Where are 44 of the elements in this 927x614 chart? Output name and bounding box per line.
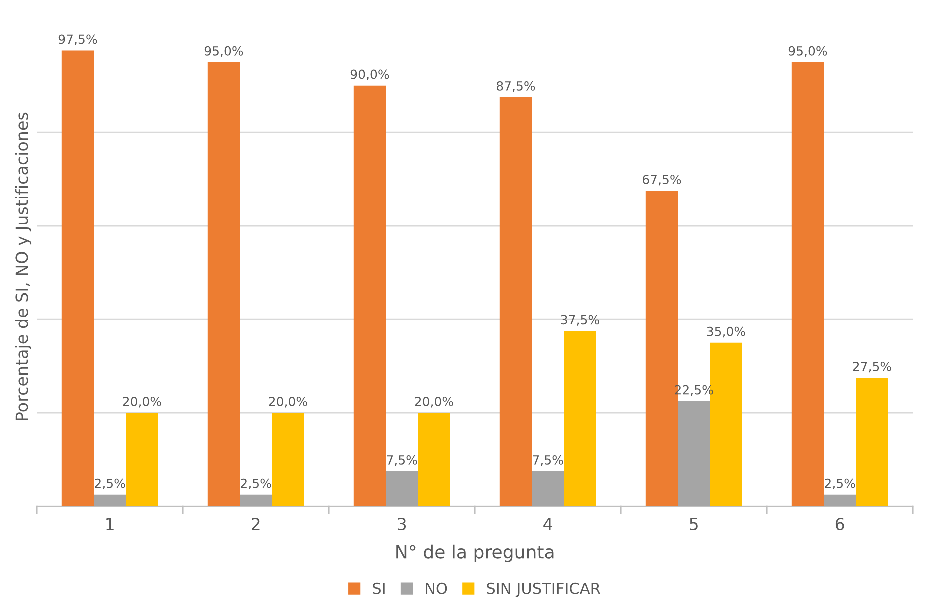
data-label: 97,5%	[58, 34, 98, 46]
bar	[208, 62, 240, 507]
bar	[500, 98, 532, 507]
x-tick-label: 3	[398, 518, 406, 531]
bar	[856, 378, 888, 507]
x-tick-label: 5	[690, 518, 698, 531]
x-tick-label: 6	[836, 518, 844, 531]
bar	[824, 494, 856, 507]
bar	[272, 413, 304, 507]
data-label: 95,0%	[788, 46, 828, 58]
bar	[94, 494, 126, 507]
x-tick-label: 1	[106, 518, 114, 530]
data-label: 35,0%	[707, 326, 746, 338]
data-label: 2,5%	[825, 478, 856, 490]
data-label: 20,0%	[415, 397, 454, 408]
data-label: 90,0%	[350, 70, 390, 81]
bar	[418, 413, 450, 507]
data-label: 95,0%	[204, 46, 244, 58]
legend-label: NO	[426, 582, 448, 594]
x-tick-label: 4	[544, 518, 552, 530]
data-label: 20,0%	[269, 397, 308, 408]
data-label: 87,5%	[496, 81, 536, 92]
data-label: 27,5%	[853, 362, 892, 373]
data-label: 7,5%	[387, 455, 418, 466]
data-label: 7,5%	[533, 455, 564, 466]
bar	[792, 62, 824, 507]
bar	[564, 331, 596, 507]
bar	[62, 50, 94, 507]
bar	[678, 401, 710, 507]
legend-label: SI	[373, 582, 385, 594]
data-label: 20,0%	[123, 397, 162, 408]
data-label: 37,5%	[561, 315, 600, 326]
bar	[240, 494, 272, 507]
data-label: 67,5%	[642, 174, 682, 186]
legend-label: SIN JUSTIFICAR	[487, 582, 600, 598]
data-label: 2,5%	[95, 478, 126, 490]
bar	[532, 471, 564, 507]
y-axis-title: Porcentaje de SI, NO y Justificaciones	[15, 112, 32, 420]
bar	[126, 413, 158, 507]
bar	[386, 471, 418, 507]
bar	[354, 86, 386, 507]
x-tick-label: 2	[252, 518, 260, 530]
data-label: 2,5%	[241, 478, 272, 490]
x-axis-title: N° de la pregunta	[396, 544, 554, 562]
